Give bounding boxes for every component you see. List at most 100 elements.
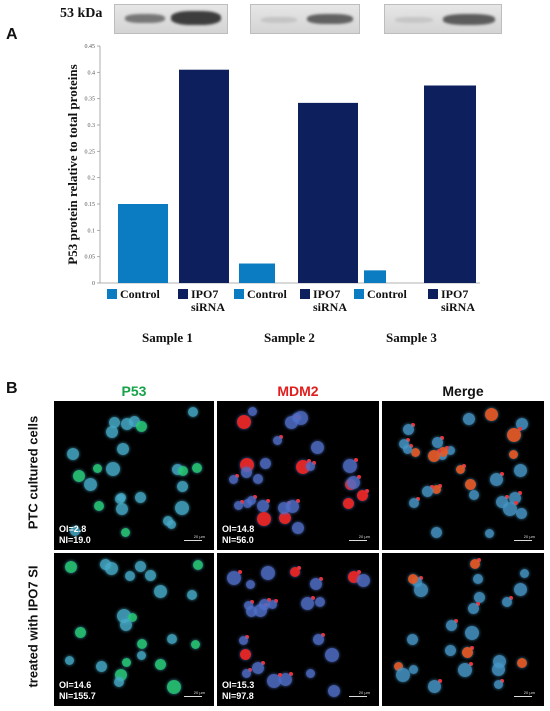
cell-nucleus [432,437,443,448]
cell-nucleus [167,634,177,644]
panel-b-label: B [6,380,18,397]
blot-kda-label: 53 kDa [60,6,103,21]
bar [424,85,476,283]
cell-nucleus [163,516,173,526]
cell-nucleus [403,445,412,454]
cell-nucleus [187,590,197,600]
western-blot-strip-3 [384,4,502,34]
mdm2-signal-dot [261,661,265,665]
cell-nucleus [273,436,282,445]
cell-nucleus [121,528,130,537]
mdm2-signal-dot [354,458,358,462]
cell-nucleus [192,463,202,473]
mdm2-signal-dot [278,673,282,677]
legend-swatch [354,289,364,299]
legend-label: IPO7 [441,287,468,301]
cell-nucleus [485,408,498,421]
cell-nucleus [301,597,314,610]
cell-nucleus [465,626,479,640]
cell-nucleus [432,485,441,494]
mdm2-signal-dot [307,459,311,463]
mdm2-signal-dot [411,423,415,427]
cell-nucleus [446,446,455,455]
micrograph-values: OI=14.6 NI=155.7 [59,680,96,701]
mdm2-signal-dot [518,427,522,431]
cell-nucleus [67,448,79,460]
legend-label: Control [247,287,287,301]
mdm2-signal-dot [311,596,315,600]
cell-nucleus [343,498,354,509]
cell-nucleus [175,501,189,515]
cell-nucleus [463,413,475,425]
legend-label: Control [367,287,407,301]
cell-nucleus [279,673,292,686]
cell-nucleus [242,669,251,678]
y-tick-label: 0.05 [85,255,96,261]
mdm2-signal-dot [296,499,300,503]
cell-nucleus [311,441,324,454]
cell-nucleus [188,407,198,417]
cell-nucleus [469,490,479,500]
cell-nucleus [409,498,419,508]
cell-nucleus [100,559,111,570]
legend-swatch [107,289,117,299]
mdm2-signal-dot [514,501,518,505]
cell-nucleus [167,680,181,694]
legend-swatch [178,289,188,299]
cell-nucleus [246,580,255,589]
cell-nucleus [137,651,146,660]
micrograph-ptc-mdm2: OI=14.8 NI=56.0 20 µm [217,401,379,550]
cell-nucleus [70,526,80,536]
cell-nucleus [172,464,183,475]
cell-nucleus [438,447,448,457]
cell-nucleus [193,560,203,570]
cell-nucleus [128,613,137,622]
cell-nucleus [490,473,503,486]
mdm2-signal-dot [321,633,325,637]
cell-nucleus [106,426,118,438]
y-tick-label: 0.25 [85,149,96,155]
cell-nucleus [93,464,102,473]
legend-label: IPO7 [191,287,218,301]
mdm2-signal-dot [454,619,458,623]
cell-nucleus [246,606,257,617]
mdm2-signal-dot [518,491,522,495]
cell-nucleus [253,474,263,484]
mdm2-signal-dot [289,672,293,676]
cell-nucleus [446,620,457,631]
mdm2-signal-dot [470,646,474,650]
cell-nucleus [259,599,270,610]
cell-nucleus [65,561,77,573]
sample-label-3: Sample 3 [386,330,437,345]
cell-nucleus [428,450,440,462]
bar [118,204,168,283]
cell-nucleus [514,464,527,477]
mdm2-signal-dot [319,577,323,581]
micrograph-values: OI=15.3 NI=97.8 [222,680,255,701]
column-header-p53: P53 [121,383,147,399]
y-tick-label: 0.45 [85,44,96,50]
cell-nucleus [411,448,420,457]
mdm2-signal-dot [267,598,271,602]
cell-nucleus [315,597,325,607]
legend-swatch [234,289,244,299]
cell-nucleus [445,645,456,656]
cell-nucleus [240,649,251,660]
cell-nucleus [84,478,97,491]
cell-nucleus [241,467,252,478]
mdm2-signal-dot [437,449,441,453]
cell-nucleus [237,415,251,429]
cell-nucleus [261,566,275,580]
bar [364,270,386,283]
cell-nucleus [458,663,472,677]
mdm2-signal-dot [238,570,242,574]
cell-nucleus [428,680,441,693]
sample-label-1: Sample 1 [142,330,193,345]
cell-nucleus [399,439,409,449]
cell-nucleus [125,571,135,581]
column-header-mdm2: MDM2 [277,383,319,399]
bar [298,102,358,283]
legend-label: siRNA [191,300,225,314]
cell-nucleus [267,674,281,688]
cell-nucleus [252,662,264,674]
